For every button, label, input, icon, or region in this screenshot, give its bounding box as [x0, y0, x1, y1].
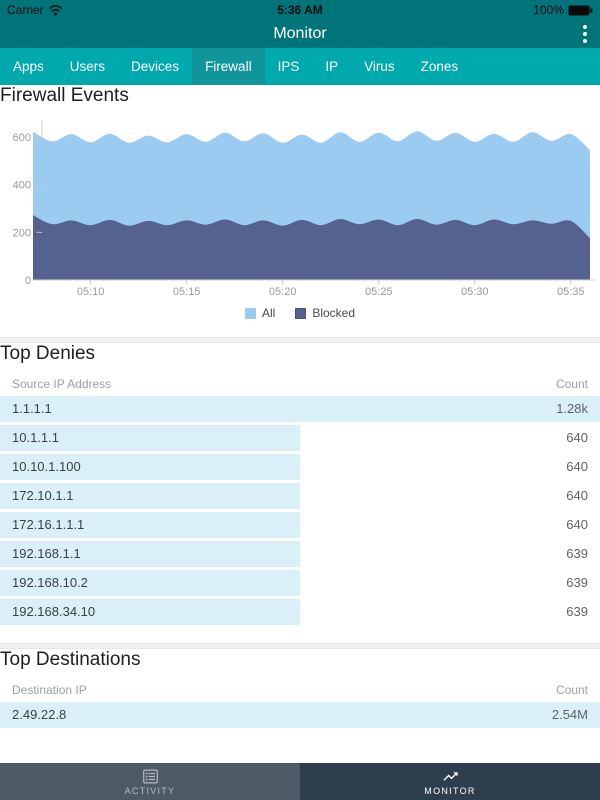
count-bar [0, 541, 300, 567]
ip-label: 192.168.34.10 [12, 604, 96, 619]
svg-text:05:20: 05:20 [269, 286, 297, 298]
page-title: Monitor [273, 25, 327, 42]
status-left: Carrier [7, 3, 63, 17]
section-title-top-denies: Top Denies [0, 343, 96, 364]
legend-label: All [261, 306, 276, 320]
table-row[interactable]: 192.168.10.2 639 [0, 570, 600, 596]
top-denies-column-header: Source IP Address Count [12, 377, 588, 391]
nav-bar: Monitor [0, 20, 600, 48]
count-bar [0, 396, 600, 422]
top-destinations-column-header: Destination IP Count [12, 683, 588, 697]
table-row[interactable]: 10.10.1.100 640 [0, 454, 600, 480]
count-bar [0, 512, 300, 538]
section-divider [0, 337, 600, 343]
legend-label: Blocked [312, 306, 356, 320]
tab-ips[interactable]: IPS [277, 59, 300, 74]
tab-ip[interactable]: IP [325, 59, 339, 74]
column-destination-ip: Destination IP [12, 683, 87, 697]
table-row[interactable]: 192.168.34.10 639 [0, 599, 600, 625]
svg-text:600: 600 [13, 132, 31, 144]
legend-swatch [244, 307, 256, 319]
tab-monitor-label: MONITOR [424, 785, 476, 796]
tab-activity-label: ACTIVITY [124, 785, 176, 796]
battery-icon [568, 5, 593, 15]
count-bar [0, 570, 300, 596]
count-bar [0, 425, 300, 451]
legend-item-all: All [244, 306, 276, 320]
wifi-icon [48, 5, 62, 16]
section-title-top-destinations: Top Destinations [0, 649, 141, 670]
count-value: 639 [566, 575, 588, 590]
overflow-menu-icon[interactable] [582, 24, 588, 44]
svg-text:05:25: 05:25 [365, 286, 393, 298]
tab-virus[interactable]: Virus [364, 59, 395, 74]
tab-devices[interactable]: Devices [131, 59, 180, 74]
svg-text:05:35: 05:35 [557, 286, 585, 298]
bottom-nav: ACTIVITY MONITOR [0, 763, 600, 800]
status-right: 100% [533, 3, 593, 17]
legend-item-blocked: Blocked [295, 306, 355, 320]
section-title-firewall-events: Firewall Events [0, 85, 129, 106]
count-value: 639 [566, 546, 588, 561]
count-value: 2.54M [551, 707, 588, 722]
ip-label: 192.168.10.2 [12, 575, 88, 590]
list-icon [142, 769, 158, 783]
svg-text:05:15: 05:15 [173, 286, 201, 298]
count-bar [0, 702, 600, 728]
ip-label: 1.1.1.1 [12, 401, 52, 416]
ip-label: 10.1.1.1 [12, 430, 59, 445]
table-row[interactable]: 172.16.1.1.1 640 [0, 512, 600, 538]
count-value: 640 [566, 430, 588, 445]
tab-strip: Apps Users Devices Firewall IPS IP Virus Zones [0, 48, 600, 85]
count-value: 640 [566, 517, 588, 532]
ip-label: 172.10.1.1 [12, 488, 74, 503]
tab-activity[interactable]: ACTIVITY [0, 763, 300, 800]
chart-legend: All Blocked [0, 306, 600, 320]
tab-firewall[interactable]: Firewall [192, 48, 265, 85]
column-count: Count [555, 683, 588, 697]
top-destinations-table: 2.49.22.8 2.54M [0, 702, 600, 728]
count-bar [0, 454, 300, 480]
top-denies-table: 1.1.1.1 1.28k 10.1.1.1 640 10.10.1.100 640 172… [0, 396, 600, 625]
count-value: 1.28k [556, 401, 588, 416]
count-bar [0, 599, 300, 625]
ip-label: 192.168.1.1 [12, 546, 81, 561]
ip-label: 172.16.1.1.1 [12, 517, 85, 532]
table-row[interactable]: 1.1.1.1 1.28k [0, 396, 600, 422]
ip-label: 2.49.22.8 [12, 707, 67, 722]
svg-text:0: 0 [25, 275, 31, 287]
ip-label: 10.10.1.100 [12, 459, 81, 474]
column-source-ip: Source IP Address [12, 377, 112, 391]
column-count: Count [555, 377, 588, 391]
table-row[interactable]: 192.168.1.1 639 [0, 541, 600, 567]
tab-monitor[interactable]: MONITOR [300, 763, 600, 800]
trending-up-icon [442, 771, 458, 781]
count-value: 640 [566, 459, 588, 474]
svg-text:200: 200 [13, 227, 31, 239]
status-bar: Carrier 5:36 AM 100% [0, 0, 600, 20]
svg-text:05:10: 05:10 [77, 286, 105, 298]
tab-apps[interactable]: Apps [13, 59, 44, 74]
count-value: 640 [566, 488, 588, 503]
svg-text:400: 400 [13, 180, 31, 192]
table-row[interactable]: 172.10.1.1 640 [0, 483, 600, 509]
battery-percent: 100% [533, 3, 564, 17]
count-value: 639 [566, 604, 588, 619]
tab-zones[interactable]: Zones [420, 59, 459, 74]
legend-swatch [295, 307, 307, 319]
table-row[interactable]: 2.49.22.8 2.54M [0, 702, 600, 728]
carrier-label: Carrier [7, 3, 44, 17]
section-divider [0, 643, 600, 649]
firewall-events-chart: 05:10 05:15 05:20 05:25 05:30 05:35 0 200 400 600 [13, 120, 595, 298]
tab-users[interactable]: Users [69, 59, 106, 74]
clock: 5:36 AM [277, 3, 323, 17]
svg-text:05:30: 05:30 [461, 286, 489, 298]
table-row[interactable]: 10.1.1.1 640 [0, 425, 600, 451]
count-bar [0, 483, 300, 509]
